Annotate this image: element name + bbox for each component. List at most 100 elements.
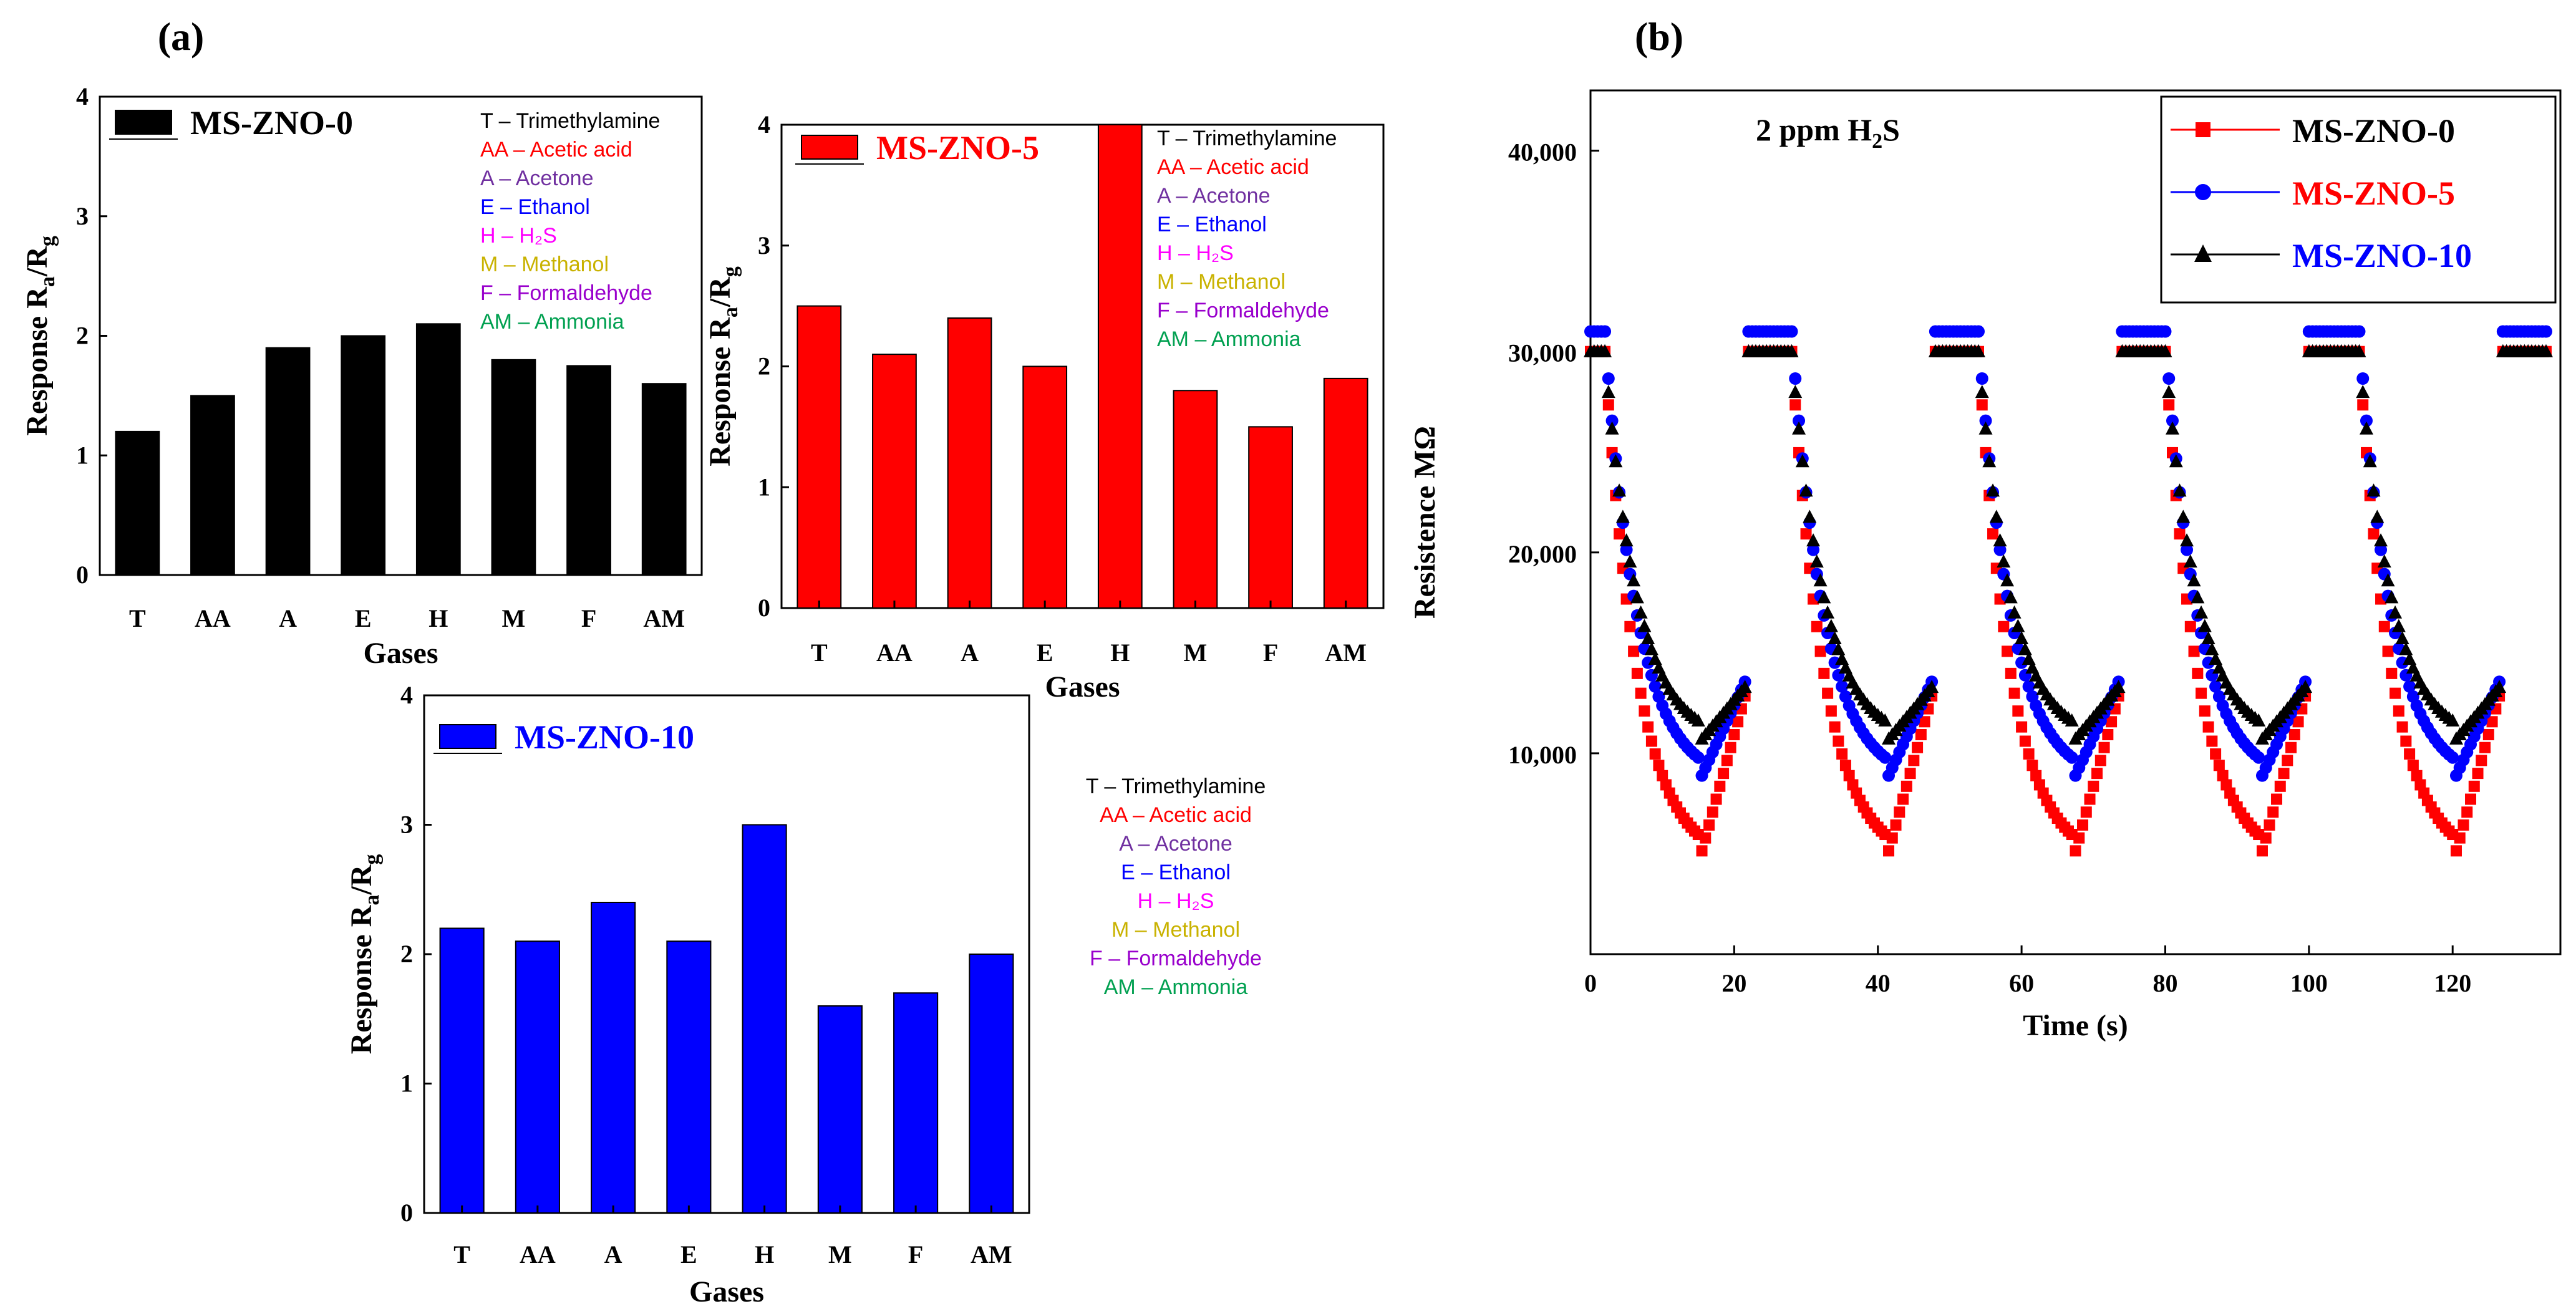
data-point	[1912, 742, 1924, 753]
legend-marker	[2195, 184, 2211, 200]
x-tick-label: M	[1184, 639, 1208, 667]
bar-M	[1173, 390, 1218, 609]
data-point	[2191, 590, 2205, 604]
x-tick-label: A	[961, 639, 979, 667]
data-point	[2166, 414, 2179, 427]
x-axis-title: Gases	[689, 1275, 764, 1308]
data-point	[2368, 528, 2380, 540]
bar-H	[742, 824, 787, 1214]
gas-key-entry: E – Ethanol	[1157, 213, 1267, 236]
gas-key-entry: AA – Acetic acid	[480, 138, 632, 162]
data-point	[1710, 793, 1722, 805]
data-point	[1908, 755, 1920, 766]
y-tick-label: 10,000	[1508, 741, 1577, 769]
data-point	[1614, 528, 1625, 540]
bar-M	[491, 359, 536, 576]
data-point	[1836, 748, 1848, 760]
data-point	[1732, 716, 1744, 728]
gas-key-entry: M – Methanol	[1157, 270, 1286, 294]
y-tick-label: 1	[400, 1070, 413, 1098]
data-point	[1788, 385, 1803, 399]
x-tick-label: 120	[2434, 969, 2471, 997]
data-point	[1822, 687, 1834, 699]
bar-F	[893, 992, 939, 1214]
data-point	[1806, 533, 1821, 547]
data-point	[2472, 768, 2484, 780]
legend-label: MS-ZNO-0	[2292, 112, 2455, 150]
gas-key-entry: F – Formaldehyde	[480, 281, 652, 305]
data-point	[2213, 760, 2225, 771]
x-tick-label: AA	[195, 604, 231, 632]
y-tick-label: 0	[400, 1199, 413, 1227]
data-point	[1800, 528, 1812, 540]
data-point	[2201, 631, 2215, 645]
legend-label: MS-ZNO-5	[876, 129, 1039, 167]
y-tick-label: 20,000	[1508, 540, 1577, 568]
data-point	[1637, 619, 1652, 632]
y-tick-label: 40,000	[1508, 138, 1577, 167]
data-point	[2217, 770, 2229, 781]
data-point	[2209, 680, 2222, 693]
gas-key-entry: M – Methanol	[1111, 918, 1240, 942]
data-point	[1813, 573, 1828, 587]
data-point	[2180, 533, 2194, 547]
data-point	[2399, 642, 2413, 655]
data-point	[1630, 590, 1644, 604]
x-axis-title: Gases	[1045, 670, 1120, 703]
panel-b-label: (b)	[1635, 14, 1683, 59]
data-point	[1785, 325, 1798, 338]
data-point	[1631, 667, 1643, 679]
data-point	[2080, 806, 2092, 818]
data-point	[2403, 680, 2416, 693]
data-point	[2360, 414, 2373, 427]
data-point	[2375, 543, 2388, 556]
y-tick-label: 2	[76, 322, 89, 350]
data-point	[2174, 528, 2186, 540]
data-point	[1707, 806, 1718, 818]
data-point	[1925, 680, 1939, 693]
data-point	[2077, 819, 2089, 831]
bar-E	[341, 335, 386, 576]
x-tick-label: A	[279, 604, 297, 632]
y-tick-label: 3	[400, 811, 413, 839]
plot-frame	[99, 95, 703, 576]
data-point	[2352, 344, 2366, 357]
y-tick-label: 2	[758, 352, 770, 380]
data-point	[2015, 631, 2029, 645]
gas-key-entry: M – Methanol	[480, 253, 609, 276]
data-point	[2356, 372, 2370, 385]
data-point	[1890, 819, 1902, 831]
data-point	[1979, 414, 1992, 427]
data-point	[2282, 755, 2293, 766]
data-point	[2199, 705, 2210, 717]
data-point	[1982, 454, 1997, 468]
bar-T	[797, 305, 842, 609]
data-point	[2539, 344, 2553, 357]
data-point	[2102, 728, 2114, 740]
data-point	[1624, 621, 1636, 632]
data-point	[2196, 687, 2207, 699]
data-point	[2022, 680, 2035, 693]
data-point	[2197, 619, 2212, 632]
x-tick-label: T	[129, 604, 146, 632]
data-point	[1718, 768, 1730, 780]
data-point	[2091, 768, 2103, 780]
chart-resistance-time: 0 20 40 60 80 100 120 10,000 20,000 30,000 40,000 T…	[1408, 89, 2562, 1042]
data-point	[2206, 735, 2218, 747]
data-point	[1904, 768, 1916, 780]
data-point	[1878, 713, 1892, 727]
data-point	[2274, 780, 2286, 792]
data-point	[2188, 645, 2200, 657]
data-point	[1601, 385, 1615, 399]
data-point	[2360, 421, 2373, 435]
data-point	[2252, 713, 2266, 727]
data-point	[2400, 735, 2412, 747]
data-point	[1628, 645, 1640, 657]
x-tick-label: H	[1110, 639, 1130, 667]
data-point	[2479, 742, 2491, 753]
data-point	[1883, 845, 1895, 857]
x-tick-label: AA	[876, 639, 913, 667]
